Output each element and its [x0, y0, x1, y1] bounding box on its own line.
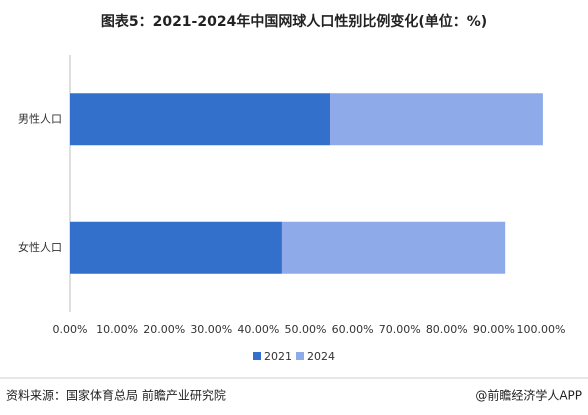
legend-label: 2024: [307, 350, 335, 363]
legend-swatch: [296, 352, 304, 360]
x-tick-label: 20.00%: [143, 323, 185, 336]
legend-swatch: [253, 352, 261, 360]
x-tick-label: 80.00%: [426, 323, 468, 336]
bar-segment: [329, 93, 543, 146]
y-tick-label: 男性人口: [18, 111, 62, 125]
x-tick-label: 40.00%: [237, 323, 279, 336]
legend-label: 2021: [264, 350, 292, 363]
x-tick-label: 90.00%: [473, 323, 515, 336]
x-tick-label: 10.00%: [96, 323, 138, 336]
x-tick-label: 60.00%: [332, 323, 374, 336]
x-tick-label: 50.00%: [285, 323, 327, 336]
bar-segment: [281, 221, 506, 274]
credit: @前瞻经济学人APP: [475, 388, 582, 403]
x-tick-label: 70.00%: [379, 323, 421, 336]
x-tick-label: 30.00%: [190, 323, 232, 336]
y-tick-label: 女性人口: [18, 240, 62, 254]
bar-segment: [70, 221, 282, 274]
bar-segment: [70, 93, 330, 146]
x-tick-label: 0.00%: [53, 323, 88, 336]
source: 资料来源：国家体育总局 前瞻产业研究院: [6, 388, 226, 403]
chart-title: 图表5：2021-2024年中国网球人口性别比例变化(单位：%): [101, 13, 487, 30]
x-tick-label: 100.00%: [517, 323, 566, 336]
